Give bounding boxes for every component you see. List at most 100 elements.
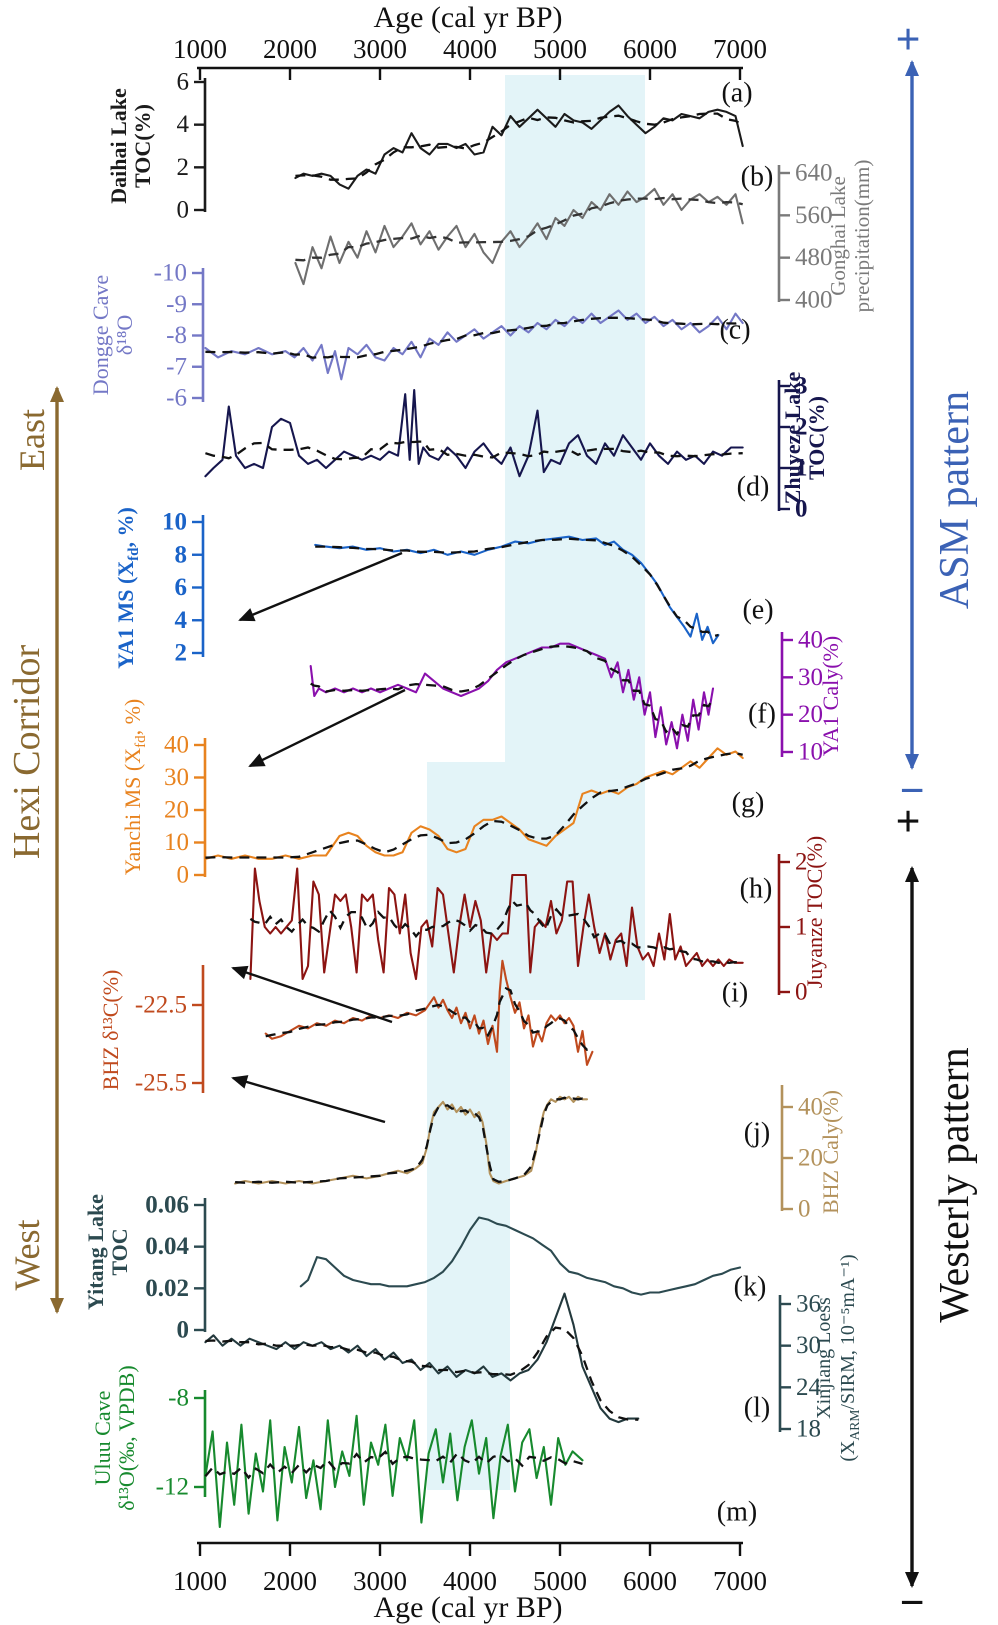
svg-text:5000: 5000 (533, 1566, 587, 1596)
panel-m-curve (204, 1414, 584, 1529)
svg-text:7000: 7000 (713, 34, 767, 64)
panel-b-axis-label: Gonghai Lake (826, 176, 850, 296)
panel-k-tick-label: 0.04 (145, 1233, 189, 1260)
panel-e-curve (314, 535, 720, 645)
panel-a-tick-label: 4 (177, 111, 190, 138)
panel-b-tick-label: 480 (795, 244, 833, 271)
panel-h-tick-label: 2 (795, 849, 808, 876)
panel-i-curve (264, 959, 594, 1066)
panel-h-letter: (h) (740, 874, 773, 905)
panel-j-trend (235, 1096, 588, 1184)
panel-f-trend (310, 644, 714, 737)
panel-b-tick-label: 640 (795, 160, 833, 187)
asm-plus-sign: + (895, 15, 921, 64)
axis-pointer-arrow (238, 551, 403, 622)
panel-g: 40 30 20 10 0 Yanchi MS (Xfd, %) (g) (120, 699, 764, 889)
panel-e-tick-label: 2 (175, 640, 188, 667)
bottom-axis-title: Age (cal yr BP) (373, 1591, 563, 1624)
panel-l-axis-label: (XARM/SIRM, 10⁻⁵mA⁻¹) (837, 1254, 862, 1461)
panel-h-curve (249, 867, 744, 981)
panel-d-axis-label: Zhuyeze Lake (780, 371, 805, 504)
panel-d-trend (205, 440, 743, 461)
panel-f-tick-label: 10 (798, 739, 823, 766)
panel-b-curve (294, 187, 744, 286)
panel-m-trend (204, 1450, 583, 1480)
panel-a-trend (295, 112, 744, 181)
panel-c-curve (204, 309, 744, 381)
panel-i-axis-label: BHZ δ¹³C(%) (98, 970, 123, 1091)
panel-g-tick-label: 20 (164, 797, 189, 824)
panel-b-axis-label: precipitation(mm) (850, 160, 874, 313)
asm-minus-sign: − (899, 766, 925, 815)
svg-text:1000: 1000 (173, 34, 227, 64)
axis-pointer-arrow (231, 1075, 386, 1124)
panel-l-letter: (l) (744, 1393, 770, 1424)
panel-l-tick-label: 36 (796, 1291, 821, 1318)
panel-f-letter: (f) (748, 699, 776, 730)
panel-b-trend (295, 196, 743, 262)
west-label: West (7, 1219, 47, 1291)
panel-c-tick-label: -9 (166, 291, 187, 318)
top-age-axis: 1000 2000 3000 4000 5000 6000 7000 (173, 34, 767, 80)
svg-text:6000: 6000 (623, 34, 677, 64)
panel-f-tick-label: 40 (798, 627, 823, 654)
panel-c-tick-label: -10 (154, 260, 187, 287)
panel-g-trend (205, 751, 743, 859)
panel-l-tick-label: 18 (796, 1416, 821, 1443)
panel-k-tick-label: 0.02 (145, 1275, 189, 1302)
panel-i-tick-label: -25.5 (135, 1070, 187, 1097)
panel-f-tick-label: 20 (798, 701, 823, 728)
panel-i-tick-label: -22.5 (135, 992, 187, 1019)
panel-h-trend (249, 899, 743, 964)
panel-m: -8 -12 Uluu Cave δ¹³O(‰, VPDB) (m) (90, 1365, 757, 1529)
panel-d-tick-label: 2 (795, 414, 808, 441)
panel-f-tick-label: 30 (798, 664, 823, 691)
panel-b-tick-label: 560 (795, 202, 833, 229)
panel-g-tick-label: 10 (164, 829, 189, 856)
panel-a-axis-label: TOC(%) (130, 104, 155, 188)
panel-j-tick-label: 40 (798, 1094, 823, 1121)
svg-text:1000: 1000 (173, 1566, 227, 1596)
highlight-band-lower (426, 762, 510, 1490)
hexi-corridor-label: Hexi Corridor (6, 644, 48, 860)
panel-k: 0.06 0.04 0.02 0 Yitang Lake TOC (k) (83, 1192, 766, 1344)
svg-text:3000: 3000 (353, 34, 407, 64)
panel-i-trend (265, 986, 593, 1052)
panel-e-letter: (e) (742, 595, 773, 626)
panel-k-tick-label: 0 (177, 1317, 190, 1344)
panel-m-letter: (m) (717, 1497, 757, 1528)
panel-g-letter: (g) (732, 788, 765, 819)
panel-e-tick-label: 10 (162, 509, 187, 536)
svg-text:6000: 6000 (623, 1566, 677, 1596)
panel-a-tick-label: 0 (177, 197, 190, 224)
panel-i-letter: (i) (722, 978, 748, 1009)
panel-m-tick-label: -12 (156, 1474, 189, 1501)
westerly-plus-sign: + (895, 797, 921, 846)
panel-c-axis-label: δ¹⁸O (112, 315, 137, 356)
panel-c-axis-label: Dongge Cave (88, 275, 113, 395)
panel-g-axis-label: Yanchi MS (Xfd, %) (120, 699, 149, 875)
panel-g-tick-label: 30 (164, 764, 189, 791)
panel-a-letter: (a) (721, 78, 752, 109)
panel-a-tick-label: 2 (177, 154, 190, 181)
panel-e: 10 8 6 4 2 YA1 MS (Xfd, %) (e) (113, 507, 774, 669)
panel-f-axis-label: YA1 Caly(%) (818, 636, 843, 756)
westerly-pattern-label: Westerly pattern (932, 1047, 978, 1323)
svg-text:5000: 5000 (533, 34, 587, 64)
panel-c-tick-label: -7 (166, 353, 187, 380)
panel-c-tick-label: -8 (166, 322, 187, 349)
panel-d-tick-label: 0 (795, 496, 808, 523)
svg-text:2000: 2000 (263, 34, 317, 64)
asm-pattern-label: ASM pattern (932, 390, 978, 610)
svg-text:4000: 4000 (443, 34, 497, 64)
panel-d-tick-label: 3 (795, 373, 808, 400)
panel-d-curve (204, 389, 744, 478)
panel-k-tick-label: 0.06 (145, 1192, 189, 1219)
panel-j-letter: (j) (744, 1118, 770, 1149)
panel-l-tick-label: 30 (796, 1332, 821, 1359)
svg-text:3000: 3000 (353, 1566, 407, 1596)
axis-pointer-arrow (231, 965, 393, 1024)
axis-pointer-arrow (248, 688, 406, 768)
annotation-arrows (231, 551, 406, 1124)
